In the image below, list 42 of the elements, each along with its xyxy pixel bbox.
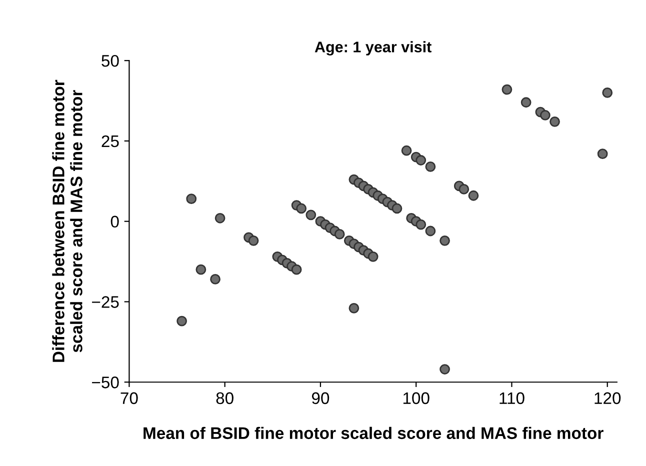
point bbox=[176, 316, 187, 326]
point bbox=[416, 155, 426, 166]
point bbox=[210, 274, 220, 284]
point bbox=[520, 97, 532, 108]
x-tick-label: 110 bbox=[500, 392, 524, 404]
x-tick-label: 100 bbox=[403, 392, 430, 404]
point bbox=[502, 84, 512, 95]
point bbox=[416, 219, 426, 230]
point bbox=[440, 364, 450, 374]
point bbox=[550, 116, 560, 127]
point bbox=[468, 190, 479, 201]
point bbox=[440, 235, 450, 246]
x-axis-title: Mean of BSID fine motor scaled score and MAS fine motor bbox=[144, 426, 604, 440]
point bbox=[196, 264, 206, 275]
y-tick-label: 50 bbox=[102, 54, 119, 67]
y-tick-label: 0 bbox=[110, 216, 119, 228]
point bbox=[334, 229, 345, 240]
y-axis-title: Difference between BSID fine motor scaled score and MAS fine motor bbox=[52, 80, 82, 362]
point bbox=[425, 161, 436, 172]
point bbox=[597, 148, 608, 160]
point bbox=[401, 145, 412, 156]
point bbox=[214, 212, 226, 224]
x-tick-label: 90 bbox=[312, 392, 330, 404]
point bbox=[248, 235, 259, 246]
point bbox=[306, 210, 316, 220]
y-tick-label: −50 bbox=[92, 376, 119, 388]
point bbox=[458, 184, 470, 194]
chart-title: Age: 1 year visit bbox=[314, 41, 432, 56]
point bbox=[425, 226, 436, 236]
point bbox=[186, 194, 197, 204]
point bbox=[540, 110, 550, 120]
point bbox=[392, 203, 402, 214]
point bbox=[368, 252, 378, 262]
x-tick-label: 80 bbox=[216, 392, 234, 404]
point bbox=[602, 88, 613, 98]
point bbox=[348, 302, 360, 314]
x-tick-label: 70 bbox=[120, 392, 138, 404]
y-tick-label: 25 bbox=[102, 135, 119, 148]
point bbox=[291, 264, 302, 275]
point bbox=[296, 203, 307, 214]
y-tick-label: −25 bbox=[92, 296, 119, 308]
x-tick-label: 120 bbox=[594, 392, 621, 404]
